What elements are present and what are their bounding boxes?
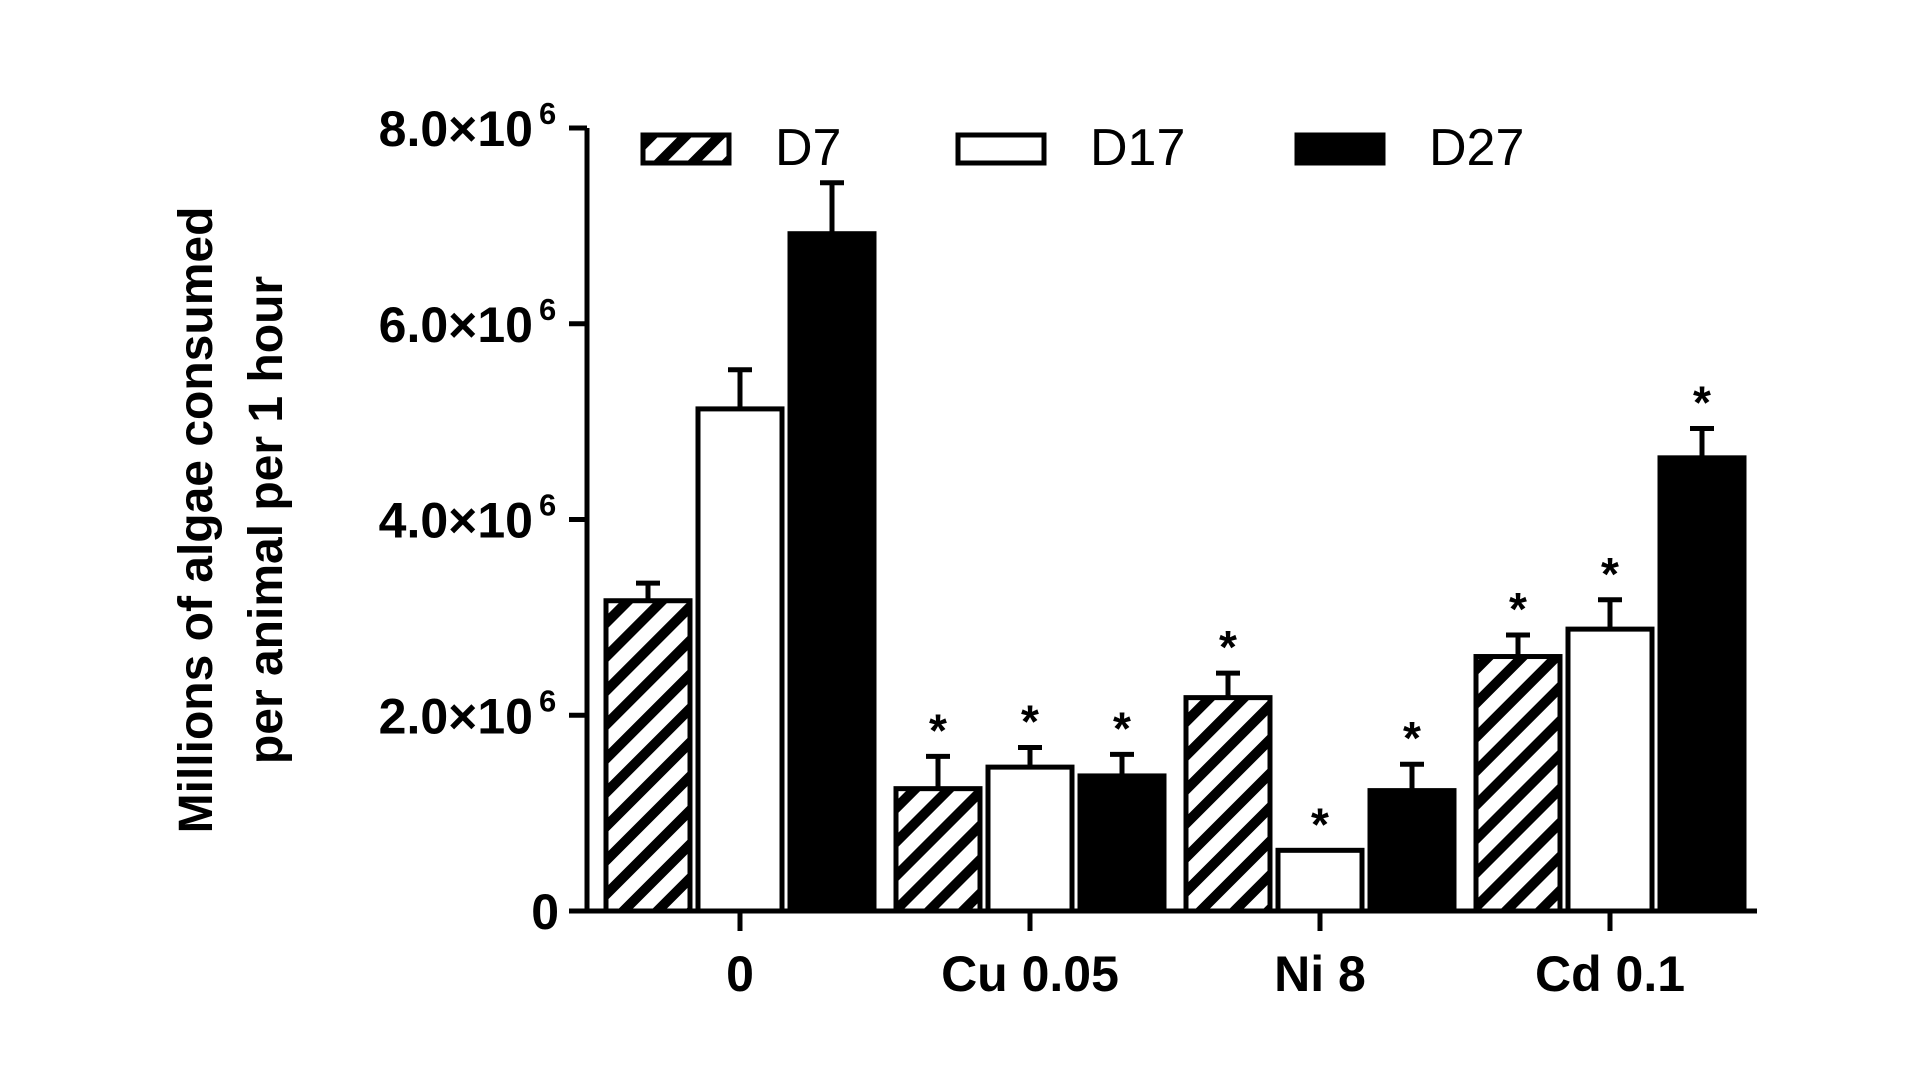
x-category-label: 0 [726,946,754,1002]
legend-label-D27: D27 [1429,119,1524,177]
bar-D17-0 [695,406,785,914]
significance-star: * [1311,798,1329,850]
y-tick-label: 0 [531,884,559,940]
bar-D27-1 [1077,773,1167,914]
y-tick-label: 4.0×10 [379,493,533,549]
significance-star: * [1693,376,1711,428]
bar-D17-2 [1275,847,1365,914]
bar-D7-0 [603,598,693,914]
x-category-label: Cd 0.1 [1535,946,1685,1002]
y-tick-exponent: 6 [539,683,556,718]
bar-D27-3 [1657,455,1747,914]
legend-swatch-D7 [640,132,732,166]
significance-star: * [1219,621,1237,673]
y-axis-title-line2: per animal per 1 hour [240,276,293,764]
y-tick-label: 2.0×10 [379,688,533,744]
legend-label-D17: D17 [1090,119,1185,177]
y-tick-label: 6.0×10 [379,297,533,353]
legend-swatch-D17 [955,132,1047,166]
bar-D27-2 [1367,788,1457,914]
y-tick-label: 8.0×10 [379,101,533,157]
bar-D7-1 [893,786,983,914]
bar-D7-3 [1473,654,1563,914]
significance-star: * [1113,702,1131,754]
significance-star: * [1403,712,1421,764]
bar-D17-3 [1565,626,1655,914]
legend-label-D7: D7 [775,119,841,177]
bar-D27-0 [787,231,877,914]
y-tick-exponent: 6 [539,292,556,327]
significance-star: * [1601,548,1619,600]
y-tick-exponent: 6 [539,488,556,523]
significance-star: * [1021,696,1039,748]
significance-star: * [929,704,947,756]
y-axis-title-line1: Millions of algae consumed [170,207,223,834]
y-tick-exponent: 6 [539,96,556,131]
bar-D7-2 [1183,695,1273,914]
x-category-label: Cu 0.05 [941,946,1119,1002]
legend-swatch-D27 [1294,132,1386,166]
x-category-label: Ni 8 [1274,946,1366,1002]
significance-star: * [1509,583,1527,635]
bar-D17-1 [985,764,1075,914]
